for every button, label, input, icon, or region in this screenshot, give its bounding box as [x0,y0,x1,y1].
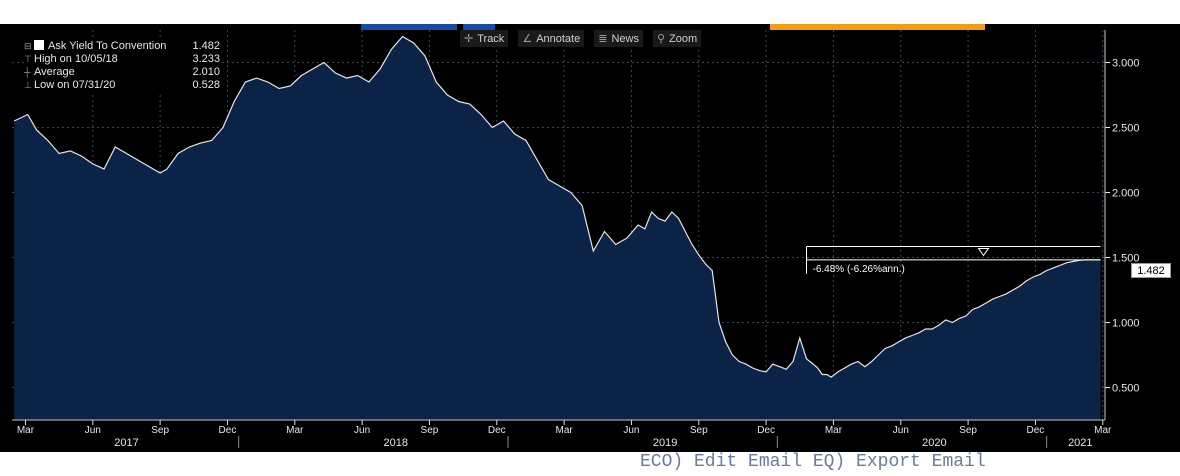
legend-low: ⊥ Low on 07/31/20 0.528 [24,79,222,92]
news-label: News [611,32,639,45]
function-bar-text: ECO) Edit Email EQ) Export Email [640,452,986,472]
track-label: Track [477,32,505,45]
pencil-icon: ∠ [522,33,533,45]
bottom-margin [0,452,1180,476]
zoom-button[interactable]: ⚲ Zoom [652,30,702,47]
top-strip [361,24,457,30]
x-month-label: Mar [17,425,35,436]
legend-series[interactable]: ⊟ Ask Yield To Convention 1.482 [24,40,222,53]
crosshair-icon: ✛ [464,33,474,45]
top-margin [0,0,1180,24]
legend-average-value: 2.010 [192,66,220,78]
series-line [13,35,1101,378]
high-marker-icon: ⊤ [24,54,32,64]
legend-swatch [34,40,44,50]
news-button[interactable]: ≣ News [594,30,643,47]
x-month-label: Jun [354,425,370,436]
zoom-label: Zoom [669,32,698,45]
x-month-label: Mar [1094,425,1112,436]
x-month-label: Mar [825,425,843,436]
x-year-label: 2018 [384,437,408,449]
x-month-label: Dec [488,425,506,436]
annotation-label: -6.48% (-6.26%ann.) [813,264,905,275]
collapse-icon[interactable]: ⊟ [24,41,32,51]
y-tick-label: 2.000 [1112,188,1140,200]
x-month-label: Dec [1027,425,1045,436]
legend-low-label: Low on 07/31/20 [34,79,116,91]
x-year-label: 2019 [653,437,677,449]
legend-high-label: High on 10/05/18 [34,53,118,65]
x-month-label: Mar [286,425,304,436]
x-month-label: Jun [85,425,101,436]
average-marker-icon: ┼ [24,67,31,77]
legend: ⊟ Ask Yield To Convention 1.482 ⊤ High o… [24,40,222,92]
y-tick-label: 0.500 [1112,383,1140,395]
annotate-label: Annotate [536,32,581,45]
x-month-label: Jun [893,425,909,436]
x-month-label: Dec [219,425,237,436]
series-area [14,36,1101,420]
plot-area: -6.48% (-6.26%ann.) [13,35,1101,420]
legend-average-label: Average [34,66,75,78]
x-month-label: Dec [757,425,775,436]
track-button[interactable]: ✛ Track [460,30,509,47]
annotate-button[interactable]: ∠ Annotate [518,30,585,47]
y-tick-label: 1.000 [1112,318,1140,330]
top-strip [770,24,985,30]
x-year-label: 2020 [922,437,946,449]
magnifier-icon: ⚲ [656,33,666,45]
x-month-label: Sep [959,425,977,436]
legend-low-value: 0.528 [192,79,220,91]
legend-series-value: 1.482 [192,40,220,52]
x-month-label: Jun [623,425,639,436]
top-strip [463,24,495,30]
annotation-arrow-icon [977,247,990,257]
legend-series-label: Ask Yield To Convention [48,40,167,52]
x-year-label: 2021 [1068,437,1092,449]
y-tick-label: 3.000 [1112,58,1140,70]
y-tick-label: 1.500 [1112,253,1140,265]
legend-high: ⊤ High on 10/05/18 3.233 [24,53,222,66]
x-month-label: Sep [151,425,169,436]
current-value-tag: 1.482 [1131,263,1171,278]
news-icon: ≣ [598,33,608,45]
chart-toolbar: ✛ Track ∠ Annotate ≣ News ⚲ Zoom [460,30,702,47]
x-month-label: Sep [421,425,439,436]
legend-high-value: 3.233 [192,53,220,65]
y-tick-label: 2.500 [1112,123,1140,135]
x-month-label: Sep [690,425,708,436]
x-year-label: 2017 [114,437,138,449]
legend-average: ┼ Average 2.010 [24,66,222,79]
x-month-label: Mar [555,425,573,436]
low-marker-icon: ⊥ [24,80,32,90]
axes: 0.500 1.000 1.500 2.000 2.500 3.000 Mar Jun Sep D… [12,30,1140,449]
